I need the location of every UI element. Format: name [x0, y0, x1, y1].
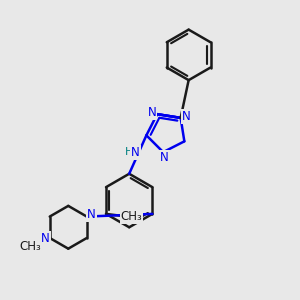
Text: N: N	[87, 208, 96, 221]
Text: N: N	[182, 110, 190, 123]
Text: H: H	[125, 147, 134, 157]
Text: CH₃: CH₃	[20, 239, 41, 253]
Text: CH₃: CH₃	[121, 210, 142, 223]
Text: N: N	[147, 106, 156, 119]
Text: N: N	[131, 146, 140, 159]
Text: N: N	[41, 232, 50, 245]
Text: N: N	[160, 151, 169, 164]
